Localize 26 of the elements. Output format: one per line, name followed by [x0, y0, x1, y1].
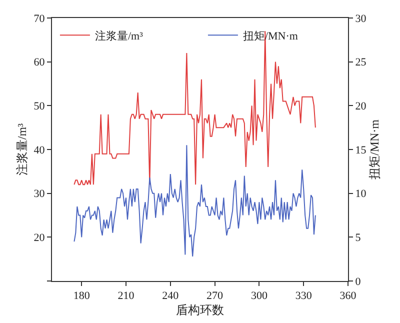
- y-tick-label: 60: [34, 56, 46, 69]
- x-axis-title: 盾构环数: [176, 303, 224, 318]
- y2-tick-label: 30: [355, 12, 367, 25]
- x-tick-label: 360: [340, 290, 357, 302]
- y-tick-label: 20: [34, 232, 46, 244]
- y2-tick-label: 25: [355, 56, 367, 69]
- x-tick-label: 210: [118, 290, 135, 302]
- y2-tick-label: 5: [355, 232, 362, 244]
- x-tick-label: 330: [295, 290, 312, 302]
- line-series: [74, 144, 316, 257]
- y2-tick-label: 15: [355, 144, 367, 156]
- x-tick-label: 270: [206, 290, 224, 302]
- y2-tick-label: 0: [355, 276, 362, 288]
- x-tick-label: 180: [73, 290, 90, 302]
- legend-label: 注浆量/m³: [94, 29, 144, 42]
- y-tick-label: 30: [34, 188, 46, 200]
- y2-axis-title: 扭矩/MN·m: [368, 118, 382, 180]
- y-tick-label: 50: [34, 100, 46, 113]
- y-axis-title: 注浆量/m³: [15, 122, 30, 176]
- y-tick-label: 70: [34, 12, 46, 25]
- x-tick-label: 240: [162, 290, 180, 302]
- y2-tick-label: 10: [355, 188, 367, 200]
- y2-tick-label: 20: [355, 100, 367, 113]
- line-series: [74, 30, 316, 186]
- y-tick-label: 40: [34, 144, 46, 156]
- x-tick-label: 300: [250, 290, 268, 302]
